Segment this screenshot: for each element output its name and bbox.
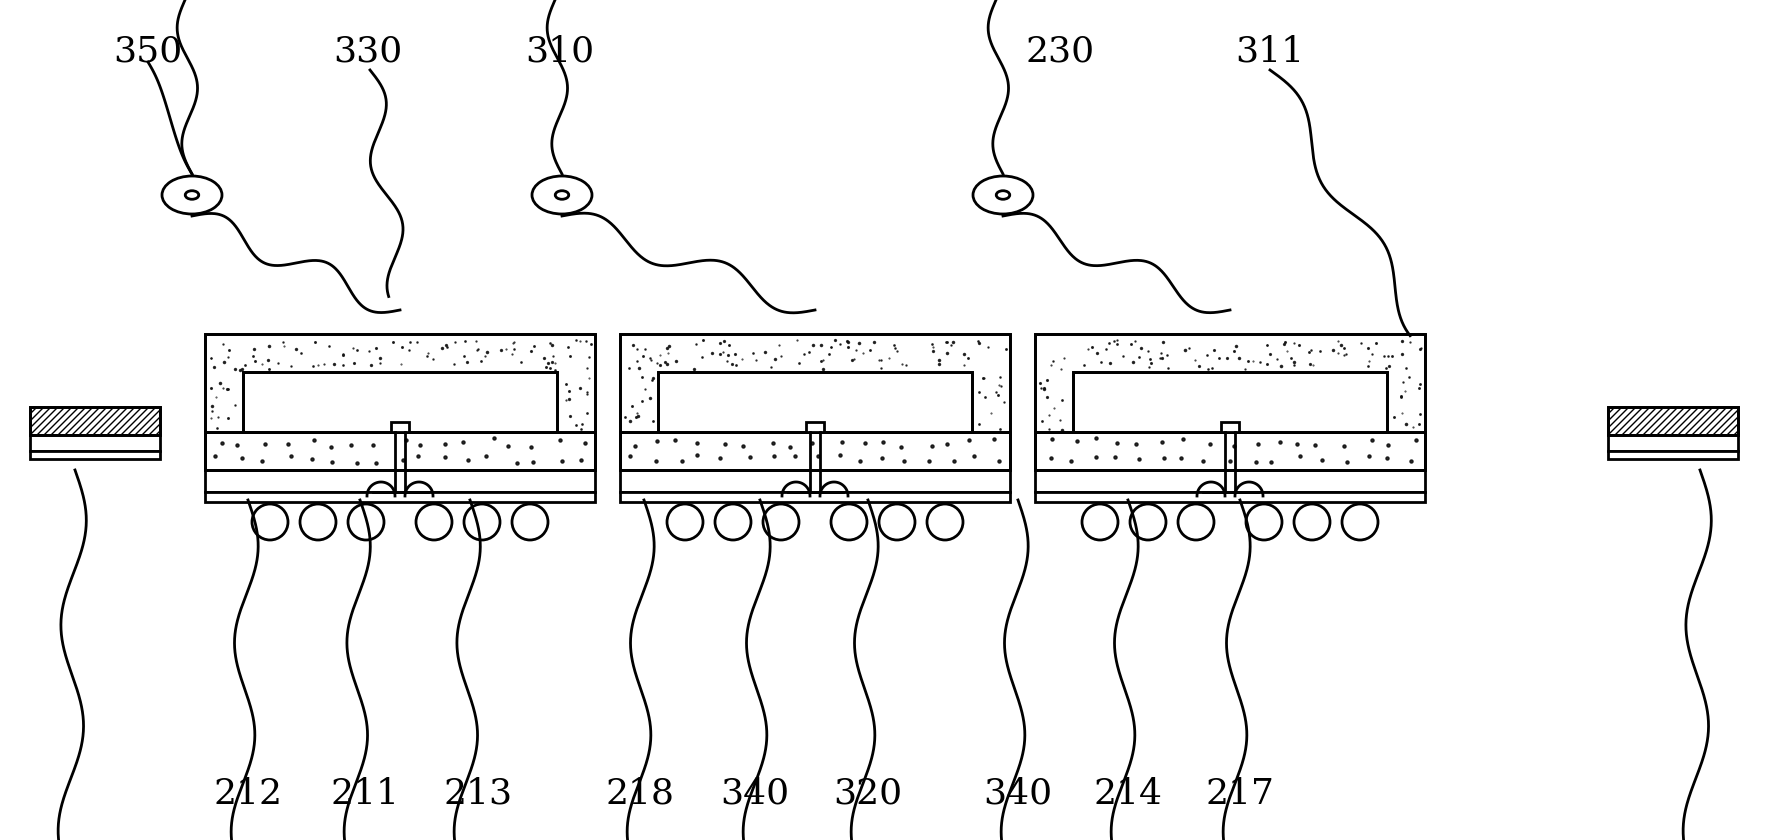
Bar [30, 407, 159, 435]
Circle shape [299, 504, 336, 540]
Circle shape [1246, 504, 1281, 540]
Circle shape [715, 504, 750, 540]
Bar [1035, 432, 1425, 470]
Bar [1607, 407, 1738, 435]
Text: 230: 230 [1025, 35, 1094, 69]
Text: 213: 213 [444, 777, 513, 811]
Circle shape [1129, 504, 1166, 540]
Ellipse shape [974, 176, 1034, 214]
Circle shape [830, 504, 867, 540]
Bar [805, 422, 825, 432]
Text: 350: 350 [113, 35, 182, 69]
Ellipse shape [533, 176, 591, 214]
Ellipse shape [556, 191, 568, 199]
Text: 212: 212 [214, 777, 283, 811]
Bar [205, 470, 595, 492]
Bar [1035, 470, 1425, 492]
Bar [1035, 432, 1425, 470]
Circle shape [880, 504, 915, 540]
Bar [658, 372, 972, 432]
Circle shape [1294, 504, 1329, 540]
Circle shape [349, 504, 384, 540]
Text: 211: 211 [331, 777, 400, 811]
Bar [658, 372, 972, 432]
Bar [1221, 422, 1239, 432]
Bar [242, 372, 558, 432]
Bar [205, 432, 595, 470]
Bar [205, 334, 595, 470]
Bar [620, 432, 1011, 470]
Bar [1035, 334, 1425, 470]
Bar [391, 422, 409, 432]
Text: 330: 330 [333, 35, 402, 69]
Bar [1073, 372, 1388, 432]
Bar [30, 451, 159, 459]
Bar [1073, 372, 1388, 432]
Text: 214: 214 [1094, 777, 1163, 811]
Bar [1607, 407, 1738, 435]
Bar [205, 432, 595, 470]
Bar [1035, 334, 1425, 470]
Bar [620, 432, 1011, 470]
Bar [205, 492, 595, 502]
Circle shape [416, 504, 451, 540]
Circle shape [1342, 504, 1379, 540]
Circle shape [1081, 504, 1119, 540]
Bar [205, 334, 595, 470]
Text: 320: 320 [834, 777, 903, 811]
Ellipse shape [186, 191, 198, 199]
Text: 218: 218 [605, 777, 674, 811]
Text: 340: 340 [720, 777, 789, 811]
Ellipse shape [163, 176, 221, 214]
Bar [242, 372, 558, 432]
Circle shape [763, 504, 798, 540]
Circle shape [927, 504, 963, 540]
Text: 217: 217 [1205, 777, 1274, 811]
Circle shape [464, 504, 499, 540]
Bar [1607, 435, 1738, 451]
Bar [620, 334, 1011, 470]
Text: 340: 340 [984, 777, 1053, 811]
Circle shape [1179, 504, 1214, 540]
Circle shape [251, 504, 289, 540]
Bar [30, 435, 159, 451]
Text: 311: 311 [1235, 35, 1304, 69]
Circle shape [512, 504, 549, 540]
Bar [30, 407, 159, 435]
Ellipse shape [997, 191, 1009, 199]
Circle shape [667, 504, 703, 540]
Text: 310: 310 [526, 35, 595, 69]
Bar [1607, 451, 1738, 459]
Bar [620, 334, 1011, 470]
Bar [620, 470, 1011, 492]
Bar [1035, 492, 1425, 502]
Bar [620, 492, 1011, 502]
